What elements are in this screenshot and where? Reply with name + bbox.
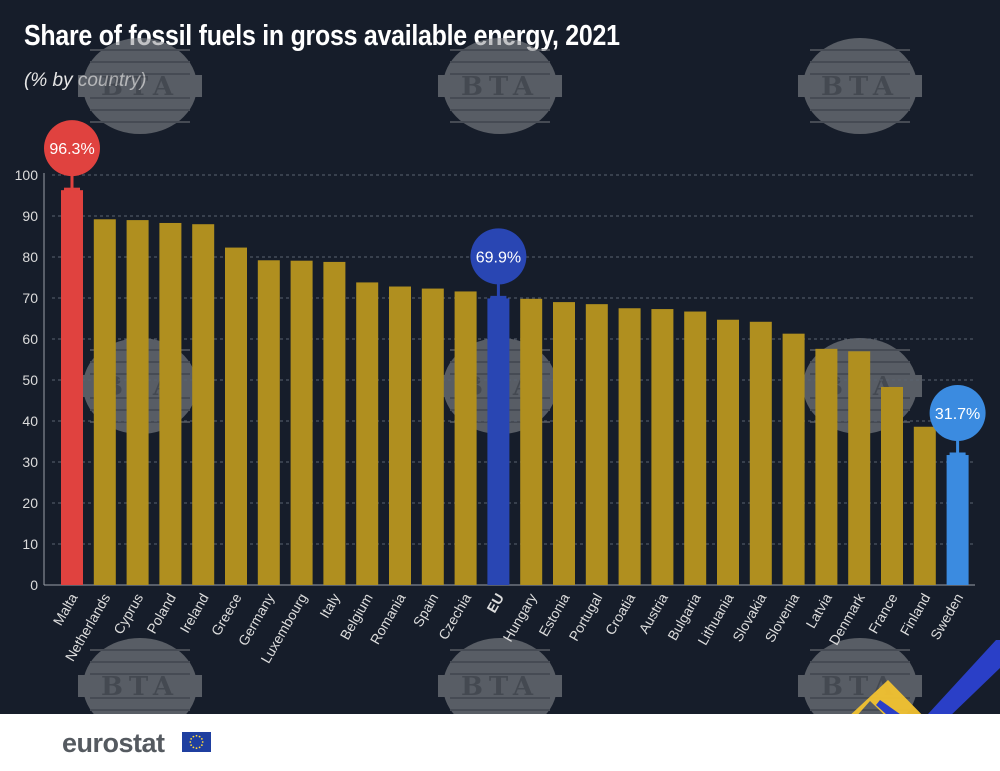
watermark-logo: BTA xyxy=(438,38,562,134)
watermark-logo: BTA xyxy=(78,38,202,134)
footer: eurostat xyxy=(0,714,1000,771)
bar-belgium xyxy=(356,282,379,585)
bar-greece xyxy=(225,247,247,585)
bar-hungary xyxy=(520,298,543,585)
bar-malta xyxy=(61,190,83,586)
bar-cyprus xyxy=(126,220,149,585)
bar-eu xyxy=(487,298,510,585)
watermark-text: BTA xyxy=(461,672,539,702)
value-callouts: 96.3% 69.9% 31.7% xyxy=(44,120,986,456)
x-tick-label: Ireland xyxy=(177,591,212,636)
x-tick-label: Croatia xyxy=(602,590,639,637)
y-tick-label: 80 xyxy=(22,249,38,265)
bar-czechia xyxy=(454,291,477,585)
bar-romania xyxy=(389,286,411,585)
x-tick-label: Cyprus xyxy=(110,591,146,637)
bar-latvia xyxy=(815,348,838,585)
y-tick-label: 90 xyxy=(22,208,38,224)
eurostat-logo: eurostat xyxy=(62,728,165,758)
bar-ireland xyxy=(192,224,215,585)
watermark-text: BTA xyxy=(101,672,179,702)
y-tick-label: 50 xyxy=(22,372,38,388)
y-tick-label: 60 xyxy=(22,331,38,347)
bar-croatia xyxy=(618,308,641,585)
eu-flag-icon xyxy=(182,732,211,752)
watermark-text: BTA xyxy=(821,72,899,102)
x-tick-label: EU xyxy=(483,591,507,616)
bar-spain xyxy=(421,288,444,585)
x-tick-label: Poland xyxy=(143,591,179,637)
bar-denmark xyxy=(848,351,871,585)
bar-slovakia xyxy=(749,321,772,585)
x-tick-label: Spain xyxy=(410,591,442,630)
callout-label: 31.7% xyxy=(935,406,980,423)
watermark-text: BTA xyxy=(101,72,179,102)
watermark-logo: BTA xyxy=(798,38,922,134)
x-tick-label: Austria xyxy=(635,590,671,636)
bar-portugal xyxy=(585,304,608,585)
bar-italy xyxy=(323,261,346,585)
bar-estonia xyxy=(553,302,575,585)
callout-label: 96.3% xyxy=(49,141,94,158)
x-tick-label: France xyxy=(865,590,901,636)
bar-france xyxy=(881,386,903,585)
callout-eu: 69.9% xyxy=(470,228,527,299)
bar-bulgaria xyxy=(684,311,707,585)
callout-label: 69.9% xyxy=(476,249,521,266)
watermark-text: BTA xyxy=(461,72,539,102)
x-tick-label: Czechia xyxy=(435,590,474,642)
bar-slovenia xyxy=(782,333,805,585)
watermark-logo: BTA xyxy=(438,638,562,734)
bars xyxy=(61,190,969,586)
y-tick-label: 0 xyxy=(30,577,38,593)
bar-germany xyxy=(257,260,280,585)
x-tick-label: Italy xyxy=(316,591,343,621)
watermark-logo: BTA xyxy=(78,638,202,734)
y-tick-label: 30 xyxy=(22,454,38,470)
y-tick-label: 10 xyxy=(22,536,38,552)
bar-austria xyxy=(651,309,674,585)
bar-netherlands xyxy=(93,219,116,585)
bar-finland xyxy=(913,426,936,585)
y-tick-label: 70 xyxy=(22,290,38,306)
callout-malta: 96.3% xyxy=(44,120,100,191)
y-tick-label: 40 xyxy=(22,413,38,429)
bar-lithuania xyxy=(717,319,739,585)
x-tick-label: Malta xyxy=(50,590,81,628)
bar-poland xyxy=(159,222,182,585)
bar-luxembourg xyxy=(290,260,313,585)
y-tick-label: 20 xyxy=(22,495,38,511)
callout-sweden: 31.7% xyxy=(929,385,986,456)
bar-sweden xyxy=(946,455,969,585)
y-tick-label: 100 xyxy=(15,167,39,183)
x-tick-label: Latvia xyxy=(802,590,835,631)
